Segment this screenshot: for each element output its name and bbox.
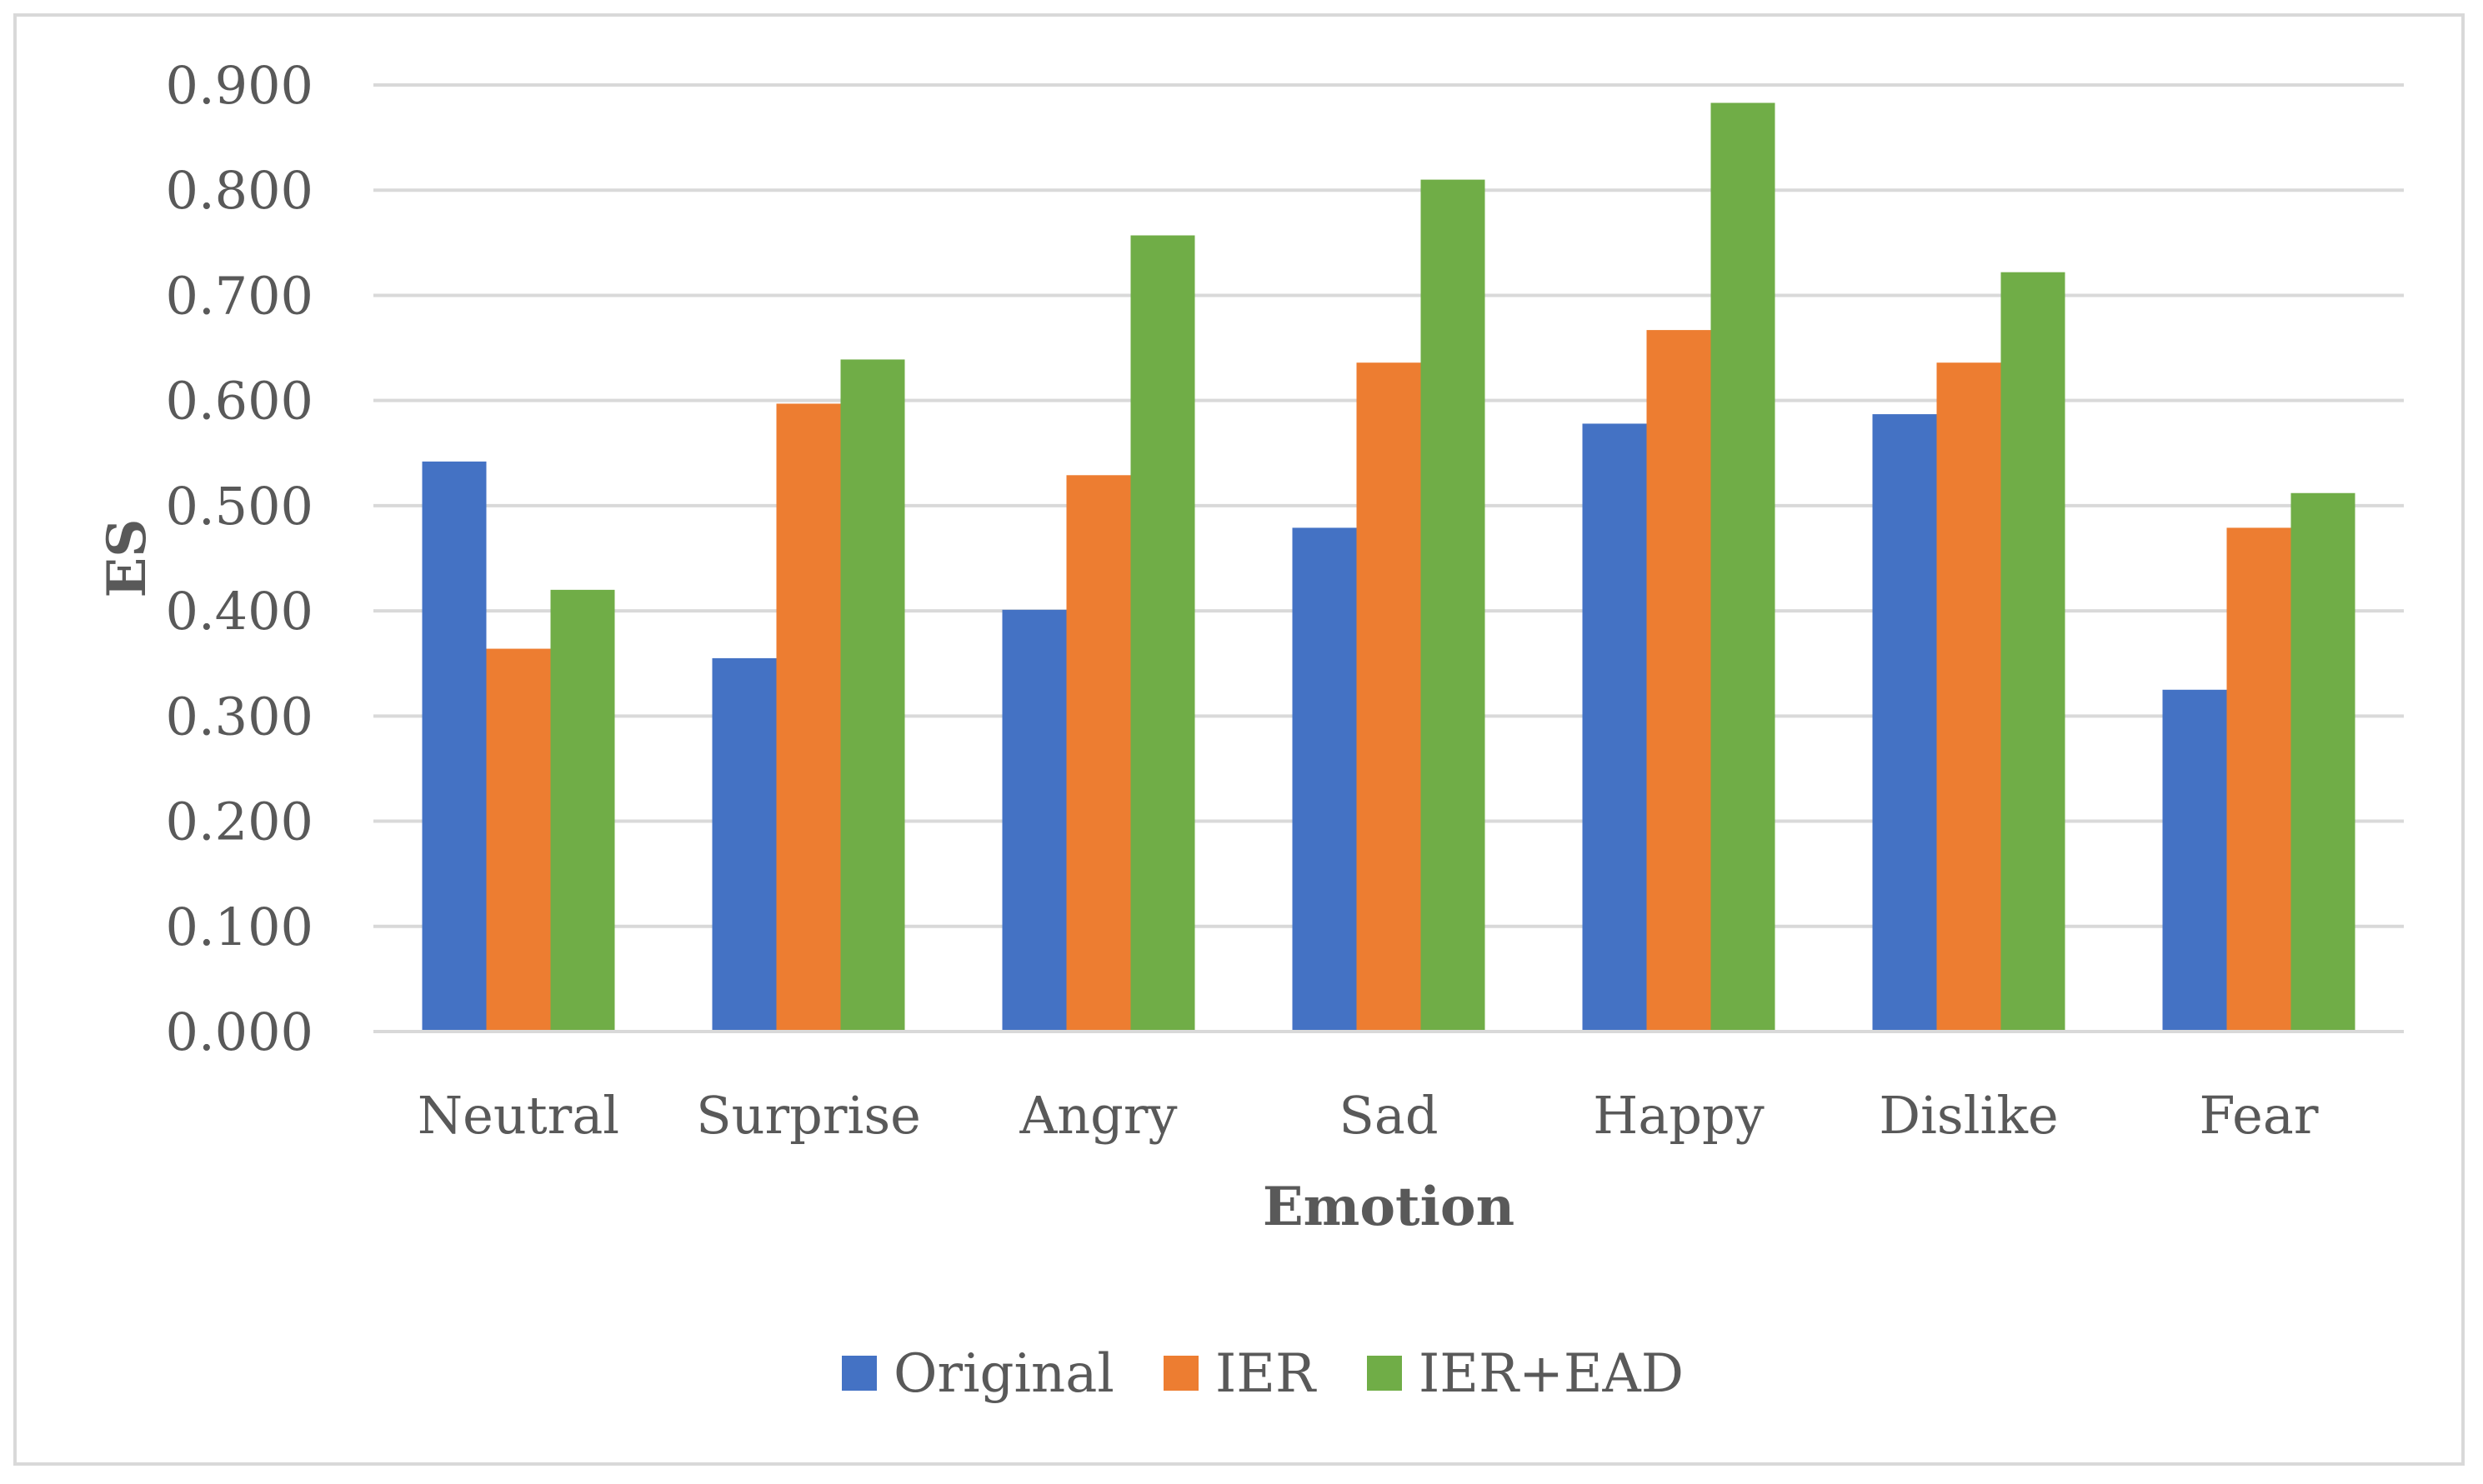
y-tick-label: 0.400 [166,581,314,642]
legend-label: Original [894,1343,1114,1405]
x-tick-label: Sad [1339,1085,1438,1146]
bar-original-sad [1292,527,1357,1032]
y-tick-label: 0.200 [166,792,314,852]
legend-swatch-ier-ead [1367,1356,1402,1391]
bar-original-angry [1002,609,1067,1032]
bar-ier-ead-happy [1710,102,1775,1032]
bar-ier-surprise [776,403,841,1032]
y-tick-label: 0.000 [166,1002,314,1062]
bar-ier-angry [1066,475,1131,1032]
bar-ier-dislike [1936,362,2001,1032]
bar-original-fear [2162,689,2227,1032]
y-tick-label: 0.800 [166,160,314,221]
y-tick-label: 0.300 [166,686,314,747]
bars [422,102,2355,1032]
legend-swatch-original [842,1356,877,1391]
y-axis-title: ES [96,519,158,598]
bar-ier-ead-sad [1420,179,1485,1032]
bar-ier-fear [2226,527,2291,1032]
bar-original-happy [1582,423,1647,1032]
bar-ier-ead-angry [1130,235,1195,1032]
bar-ier-neutral [486,648,551,1032]
x-tick-label: Surprise [696,1085,921,1146]
bar-ier-ead-fear [2290,492,2355,1032]
x-tick-label: Angry [1019,1085,1177,1146]
y-tick-label: 0.100 [166,897,314,957]
x-tick-label: Dislike [1879,1085,2058,1146]
legend-label: IER+EAD [1419,1343,1684,1405]
y-tick-label: 0.900 [166,55,314,116]
legend: Original IER IER+EAD [842,1343,1684,1405]
y-tick-label: 0.500 [166,476,314,537]
bar-ier-ead-surprise [840,359,905,1032]
bar-original-surprise [712,657,777,1032]
legend-swatch-ier [1164,1356,1199,1391]
x-tick-label: Neutral [418,1085,619,1146]
x-tick-label: Happy [1593,1085,1764,1146]
bar-ier-sad [1356,362,1421,1032]
y-axis-ticks: 0.000 0.100 0.200 0.300 0.400 0.500 0.600 0.700… [166,55,314,1062]
bar-original-dislike [1872,414,1937,1032]
x-axis-ticks: Neutral Surprise Angry Sad Happy Dislike Fear [418,1085,2319,1146]
bar-original-neutral [422,461,487,1032]
x-tick-label: Fear [2200,1085,2319,1146]
bar-ier-ead-dislike [2000,272,2065,1032]
y-tick-label: 0.600 [166,371,314,432]
x-axis-title: Emotion [1263,1176,1514,1238]
bar-ier-ead-neutral [550,589,615,1032]
legend-label: IER [1215,1343,1317,1405]
bar-ier-happy [1646,330,1711,1032]
y-tick-label: 0.700 [166,265,314,326]
